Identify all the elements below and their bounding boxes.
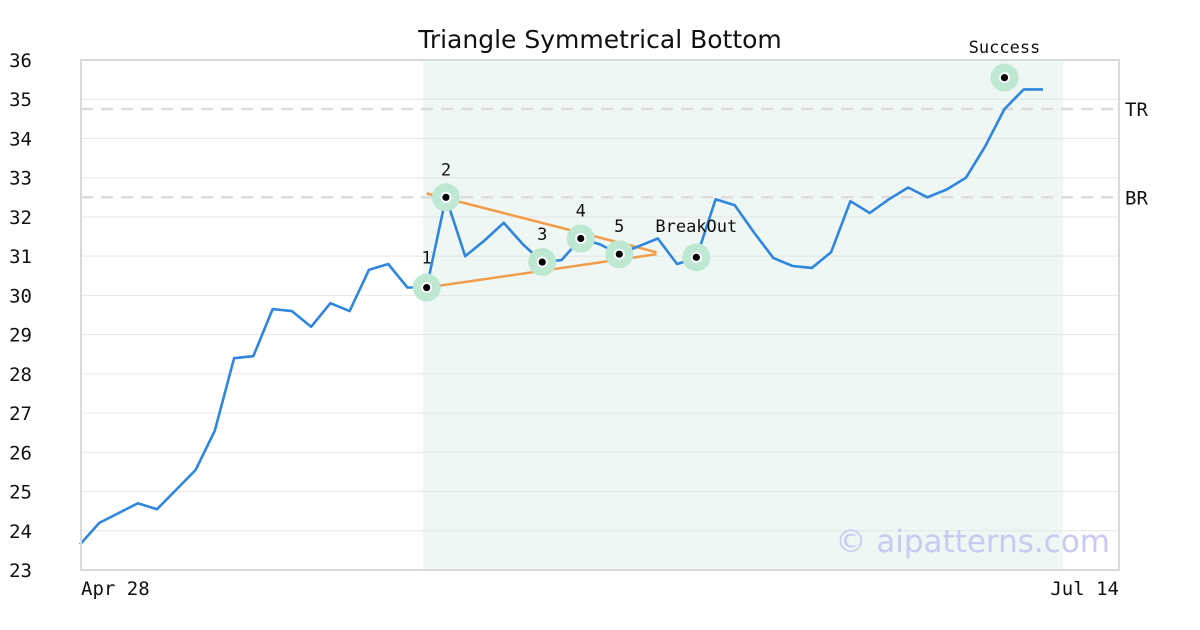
pattern-region — [423, 60, 1063, 570]
level-label: TR — [1125, 99, 1148, 121]
point-label: BreakOut — [655, 217, 737, 237]
point-label: 5 — [614, 217, 624, 237]
y-tick-label: 34 — [9, 128, 32, 150]
marker-dot — [577, 234, 585, 243]
x-tick-label: Jul 14 — [1050, 578, 1119, 600]
point-label: 1 — [422, 249, 432, 269]
y-tick-label: 36 — [9, 50, 32, 72]
y-tick-label: 25 — [9, 482, 32, 504]
marker-dot — [538, 258, 546, 266]
x-axis: Apr 28 Jul 14 — [81, 578, 1119, 600]
y-tick-label: 26 — [9, 442, 32, 464]
y-tick-label: 35 — [9, 89, 32, 111]
price-line — [79, 88, 1043, 546]
y-tick-label: 32 — [9, 207, 32, 229]
y-tick-label: 27 — [9, 403, 32, 425]
y-tick-label: 29 — [9, 325, 32, 347]
pattern-markers: 1 2 3 4 5 BreakOut Success — [412, 38, 1041, 302]
levels: TR BR — [81, 99, 1148, 209]
point-label: 3 — [537, 225, 547, 245]
point-label: 4 — [576, 202, 586, 222]
point-label: 2 — [441, 160, 451, 180]
marker-dot — [442, 193, 450, 201]
marker-dot — [423, 283, 431, 292]
watermark: © aipatterns.com — [835, 524, 1110, 560]
marker-dot — [1000, 74, 1009, 82]
y-tick-label: 23 — [9, 560, 32, 582]
chart-title: Triangle Symmetrical Bottom — [417, 25, 782, 54]
y-tick-label: 33 — [9, 168, 32, 190]
y-tick-label: 30 — [9, 285, 32, 307]
y-tick-label: 28 — [9, 364, 32, 386]
point-label: Success — [969, 38, 1041, 58]
y-tick-label: 24 — [9, 521, 32, 543]
marker-dot — [692, 253, 700, 261]
plot-frame — [80, 59, 1120, 571]
marker-dot — [615, 250, 623, 258]
y-tick-label: 31 — [9, 246, 32, 268]
level-label: BR — [1125, 187, 1148, 209]
y-axis: 23 24 25 26 27 28 29 30 31 32 33 34 35 36 — [9, 50, 32, 582]
x-tick-label: Apr 28 — [81, 578, 150, 600]
